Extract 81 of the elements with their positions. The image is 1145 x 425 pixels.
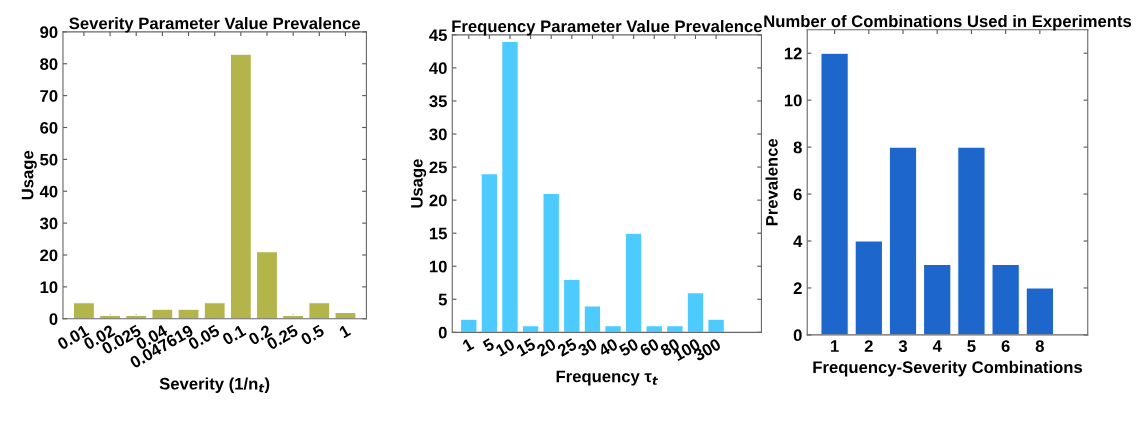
x-tick-label: 6 (1001, 340, 1010, 352)
x-tick-label: 40 (597, 337, 619, 357)
bar (521, 325, 540, 333)
y-tick-label: 4 (793, 235, 803, 248)
y-tick-label: 30 (429, 128, 447, 141)
y-tick-label: 20 (40, 249, 58, 262)
x-tick-label: 0.1 (221, 324, 247, 346)
bar (308, 302, 331, 319)
y-tick-label: 0 (49, 313, 58, 325)
x-tick-label: 15 (515, 337, 537, 357)
y-tick-label: 6 (793, 188, 802, 201)
x-tick-label: 5 (967, 340, 976, 352)
x-tick-label: 3 (898, 340, 908, 353)
y-tick-label: 0 (438, 326, 447, 339)
bar (480, 173, 499, 333)
y-tick-label: 2 (793, 282, 802, 294)
x-tick-label: 5 (482, 337, 496, 353)
x-tick-label: 10 (495, 337, 516, 357)
x-tick-label: 1 (461, 337, 475, 352)
x-tick-label: 1 (338, 324, 352, 339)
bar (334, 311, 357, 319)
bar (624, 232, 643, 333)
x-tick-label: 8 (1035, 340, 1044, 352)
bar (583, 305, 602, 333)
y-tick-label: 40 (429, 62, 447, 75)
x-axis-title: Frequency-Severity Combinations (813, 360, 1083, 377)
y-tick-label: 35 (429, 95, 447, 108)
x-tick-label: 30 (576, 337, 598, 357)
bar (177, 308, 200, 319)
bar (666, 325, 684, 333)
bar (255, 251, 279, 319)
x-axis-title: Severity (1/n$_{t}$) (159, 377, 270, 393)
y-axis-title: Usage (21, 150, 37, 200)
x-tick-label: 0.5 (300, 324, 326, 346)
bar (922, 263, 952, 335)
y-tick-label: 70 (40, 90, 58, 102)
y-tick-label: 5 (438, 293, 447, 306)
bar (991, 263, 1020, 335)
x-tick-label: 2 (864, 340, 873, 352)
y-tick-label: 60 (40, 121, 58, 134)
bar (645, 325, 664, 333)
bar (459, 318, 478, 333)
y-tick-label: 25 (429, 161, 447, 174)
y-tick-label: 8 (793, 141, 802, 154)
bar (203, 302, 226, 319)
x-tick-label: 4 (932, 340, 942, 352)
y-tick-label: 10 (429, 260, 447, 273)
y-axis-title: Prevalence (765, 138, 778, 226)
bar (72, 302, 95, 319)
bar (888, 146, 918, 335)
chart-title: Frequency Parameter Value Prevalence (452, 19, 762, 36)
bar (229, 53, 252, 319)
bar (686, 292, 705, 333)
bar (957, 146, 986, 335)
y-tick-label: 20 (429, 194, 447, 207)
y-tick-label: 15 (429, 227, 447, 240)
y-tick-label: 0 (793, 329, 802, 342)
y-tick-label: 90 (40, 26, 58, 39)
y-tick-label: 10 (40, 281, 58, 294)
y-tick-label: 50 (40, 153, 58, 166)
chart-title: Number of Combinations Used in Experiments (764, 14, 1132, 31)
y-tick-label: 40 (39, 185, 58, 198)
x-tick-label: 1 (831, 340, 839, 352)
y-tick-label: 10 (784, 94, 802, 107)
bar (604, 325, 622, 333)
x-tick-label: 20 (535, 337, 557, 357)
y-tick-label: 30 (39, 217, 58, 230)
x-tick-label: 25 (556, 337, 578, 357)
bar (542, 192, 561, 333)
bar (854, 240, 884, 335)
chart-title: Severity Parameter Value Prevalence (69, 17, 361, 33)
x-axis-title: Frequency τ$_{t}$ (556, 370, 658, 386)
bar (563, 278, 581, 333)
y-axis-title: Usage (411, 159, 427, 208)
bar (501, 40, 519, 333)
y-tick-label: 45 (429, 29, 447, 42)
bar (707, 318, 725, 333)
bar (820, 52, 849, 335)
y-tick-label: 12 (784, 47, 802, 60)
y-tick-label: 80 (40, 58, 58, 70)
bar (1025, 287, 1055, 335)
